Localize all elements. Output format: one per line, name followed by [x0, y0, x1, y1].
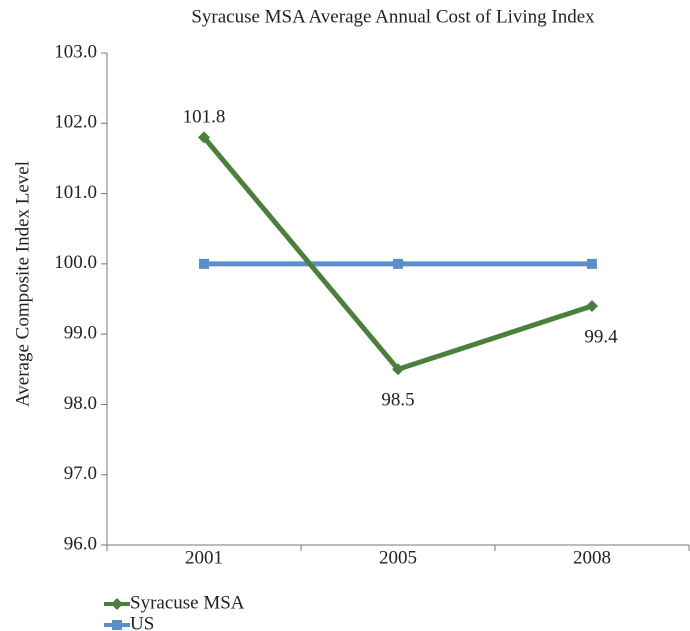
data-point [198, 131, 210, 144]
data-point [587, 258, 597, 269]
x-tick-label: 2001 [185, 547, 223, 568]
y-tick-label: 97.0 [64, 463, 97, 484]
data-point [393, 258, 403, 269]
data-point [199, 258, 209, 269]
data-point [586, 300, 598, 313]
legend-marker [111, 598, 123, 610]
data-label: 98.5 [381, 390, 414, 411]
data-label: 99.4 [584, 326, 618, 347]
y-tick-label: 100.0 [54, 252, 97, 273]
legend-marker [112, 620, 122, 630]
y-tick-label: 101.0 [54, 182, 97, 203]
y-axis-label: Average Composite Index Level [12, 161, 33, 407]
legend-label: Syracuse MSA [130, 592, 245, 613]
data-point [392, 363, 404, 376]
y-tick-label: 96.0 [64, 533, 97, 554]
chart-title: Syracuse MSA Average Annual Cost of Livi… [191, 6, 595, 27]
y-tick-label: 99.0 [64, 323, 97, 344]
x-tick-label: 2008 [573, 547, 611, 568]
legend-label: US [130, 613, 154, 631]
x-tick-label: 2005 [379, 547, 417, 568]
y-tick-label: 98.0 [64, 393, 97, 414]
y-tick-label: 103.0 [54, 41, 97, 62]
series-line [202, 135, 593, 372]
data-label: 101.8 [183, 107, 226, 128]
y-tick-label: 102.0 [54, 112, 97, 133]
